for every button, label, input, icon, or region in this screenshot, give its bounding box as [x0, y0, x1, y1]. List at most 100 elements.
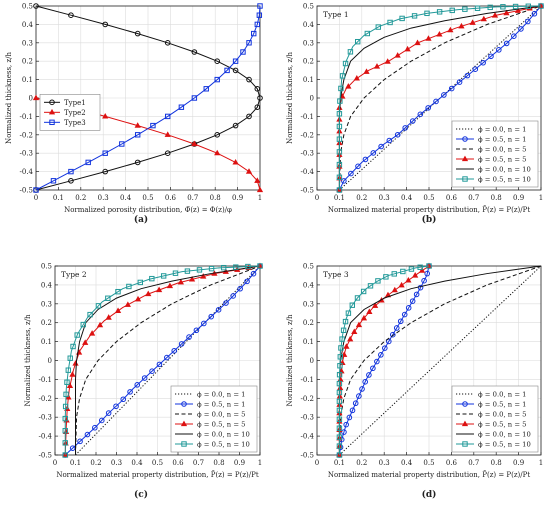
series-marker	[487, 4, 493, 11]
series-marker	[165, 113, 171, 120]
series-marker	[345, 83, 352, 89]
series-marker	[214, 149, 221, 156]
series-marker	[240, 49, 246, 55]
panel-title: Type 3	[323, 270, 349, 279]
x-tick-label: 0.9	[513, 194, 524, 202]
series-marker	[363, 68, 370, 74]
series-6	[62, 263, 263, 458]
series-marker	[397, 318, 404, 325]
series-line	[338, 265, 430, 455]
series-marker	[105, 410, 112, 416]
series-marker	[349, 407, 356, 414]
series-marker	[102, 21, 109, 28]
series-marker	[254, 104, 261, 110]
x-tick-label: 0.2	[90, 459, 101, 467]
series-marker	[62, 403, 69, 410]
series-marker	[336, 149, 343, 155]
y-tick-label: -0.4	[39, 433, 53, 441]
series-marker	[250, 270, 257, 277]
series-marker	[355, 321, 363, 328]
series-marker	[115, 288, 121, 295]
series-line	[35, 5, 261, 191]
series-marker	[378, 143, 384, 150]
series-marker	[92, 424, 98, 431]
series-3	[338, 5, 542, 191]
series-marker	[496, 47, 502, 53]
x-tick-label: 0.1	[70, 459, 81, 467]
series-marker	[366, 372, 372, 378]
legend-marker	[461, 420, 469, 427]
series-marker	[184, 268, 191, 274]
series-marker	[373, 63, 381, 69]
series-marker	[394, 131, 401, 138]
x-tick-label: 1	[539, 194, 543, 202]
series-marker	[367, 283, 374, 289]
series-marker	[113, 403, 119, 410]
series-marker	[426, 263, 432, 269]
y-axis-label: Normalized thickness, z/h	[286, 51, 294, 144]
series-marker	[105, 295, 111, 301]
y-tick-label: 0	[310, 357, 314, 365]
series-marker	[84, 431, 91, 438]
series-marker	[72, 360, 79, 366]
series-marker	[237, 285, 243, 292]
series-line	[339, 5, 542, 191]
x-tick-label: 0.4	[120, 194, 132, 202]
series-marker	[458, 22, 465, 29]
x-tick-label: 0.6	[165, 194, 177, 202]
y-tick-label: -0.5	[20, 187, 34, 195]
y-tick-label: 0	[310, 95, 314, 103]
series-marker	[374, 358, 380, 365]
series-marker	[338, 85, 344, 92]
series-marker	[336, 380, 343, 387]
series-marker	[188, 275, 196, 282]
series-6	[336, 263, 432, 458]
series-line	[338, 265, 430, 455]
series-marker	[349, 302, 355, 308]
series-marker	[436, 31, 443, 37]
x-tick-label: 0.4	[401, 459, 413, 467]
legend-marker	[462, 441, 468, 447]
series-marker	[126, 283, 132, 290]
series-marker	[342, 60, 349, 67]
series-marker	[364, 30, 371, 37]
legend-marker	[180, 420, 188, 427]
series-marker	[33, 187, 39, 193]
series-marker	[409, 298, 416, 304]
series-marker	[398, 281, 405, 288]
series-marker	[417, 284, 424, 291]
series-marker	[511, 33, 517, 39]
series-marker	[345, 310, 352, 316]
series-marker	[353, 74, 360, 81]
series-marker	[386, 137, 393, 144]
series-marker	[215, 307, 222, 313]
series-marker	[102, 150, 108, 156]
series-marker	[80, 321, 86, 328]
series-marker	[214, 76, 220, 83]
series-marker	[201, 320, 207, 327]
series-marker	[220, 264, 227, 271]
series-marker	[425, 105, 431, 111]
series-marker	[387, 19, 393, 26]
y-tick-label: 0.4	[22, 21, 34, 29]
legend-marker	[462, 176, 468, 182]
legend-label: Type1	[64, 99, 86, 107]
series-marker	[232, 122, 239, 129]
series-marker	[400, 268, 406, 275]
series-marker	[474, 5, 481, 11]
series-marker	[68, 178, 74, 184]
panel-title: Type 2	[61, 270, 87, 279]
series-marker	[244, 278, 250, 285]
series-marker	[70, 343, 76, 350]
series-marker	[383, 274, 389, 280]
x-tick-label: 0.3	[379, 194, 390, 202]
series-marker	[339, 73, 346, 79]
series-marker	[74, 332, 80, 338]
legend: ϕ = 0.0, n = 1 ϕ = 0.5, n = 1 ϕ = 0.0, n =…	[451, 120, 539, 188]
series-marker	[343, 421, 349, 428]
series-marker	[341, 429, 347, 435]
series-marker	[341, 178, 347, 184]
series-marker	[98, 417, 105, 424]
x-tick-label: 0	[315, 459, 319, 467]
series-line	[338, 5, 542, 191]
